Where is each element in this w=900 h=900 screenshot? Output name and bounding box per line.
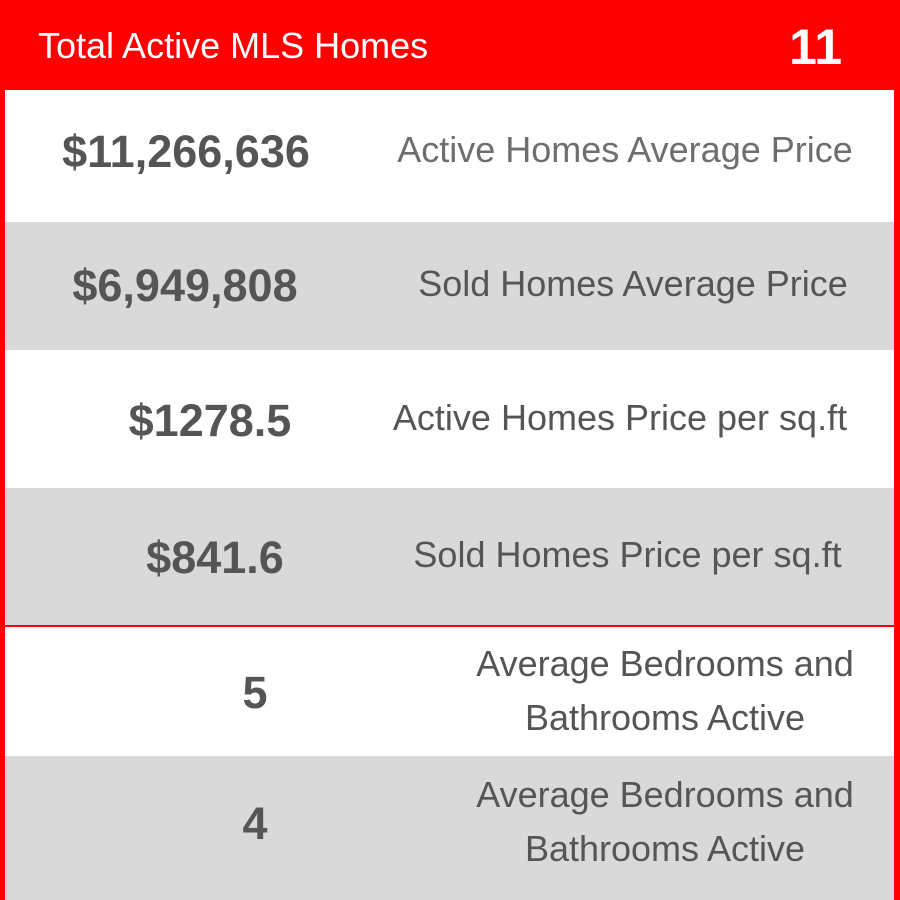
stat-label-line1: Average Bedrooms and (476, 643, 854, 684)
stat-value: 4 (242, 798, 268, 849)
header-title: Total Active MLS Homes (38, 25, 429, 66)
stat-value: 5 (242, 667, 268, 718)
stat-label: Sold Homes Price per sq.ft (413, 534, 842, 575)
stat-label-line2: Bathrooms Active (524, 697, 806, 738)
stat-value: $1278.5 (128, 395, 292, 446)
stat-label-line2: Bathrooms Active (524, 828, 806, 869)
stat-label: Active Homes Average Price (397, 129, 853, 170)
total-count: 11 (789, 19, 842, 75)
stat-row-active-price-sqft: $1278.5 Active Homes Price per sq.ft (5, 350, 894, 488)
stat-value: $6,949,808 (72, 260, 298, 311)
stat-row-sold-price-sqft: $841.6 Sold Homes Price per sq.ft (5, 488, 894, 625)
stat-label: Sold Homes Average Price (418, 263, 848, 304)
stat-row-sold-avg-price: $6,949,808 Sold Homes Average Price (5, 222, 894, 350)
header-bar: Total Active MLS Homes 11 (0, 0, 900, 90)
stat-row-active-avg-price: $11,266,636 Active Homes Average Price (5, 90, 894, 222)
stat-value: $11,266,636 (62, 126, 310, 177)
stats-table: $11,266,636 Active Homes Average Price $… (5, 90, 894, 900)
stat-row-avg-bed-bath-active-2: 4 Average Bedrooms and Bathrooms Active (5, 756, 894, 900)
stat-label: Active Homes Price per sq.ft (392, 397, 848, 438)
stat-value: $841.6 (146, 532, 284, 583)
stat-row-avg-bed-bath-active: 5 Average Bedrooms and Bathrooms Active (5, 625, 894, 756)
stat-label-line1: Average Bedrooms and (476, 774, 854, 815)
